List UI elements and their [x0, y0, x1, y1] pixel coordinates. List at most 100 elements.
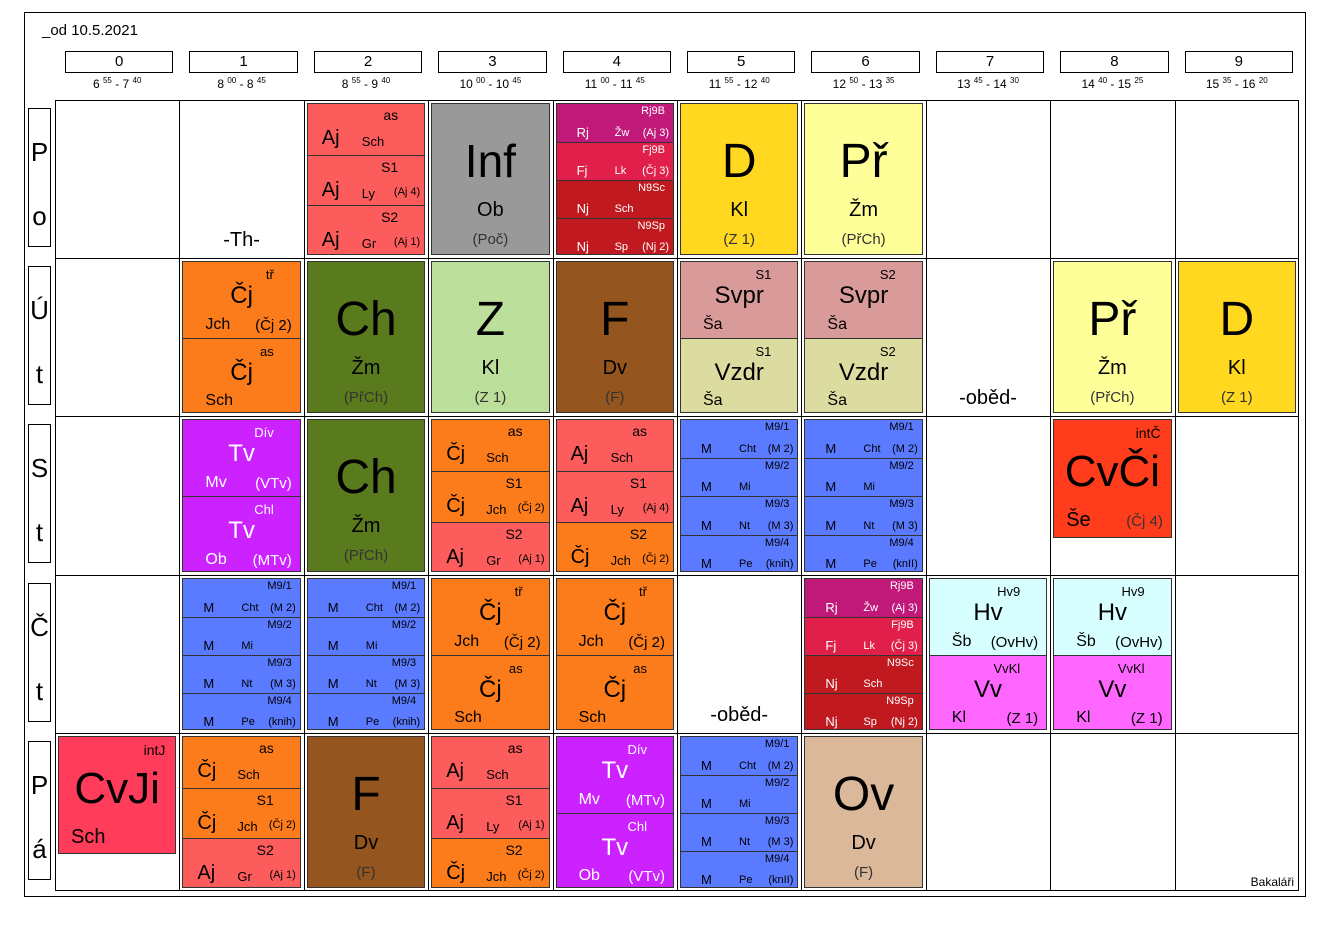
lesson-subgroup[interactable]: N9Sp Nj Sp (Nj 2): [805, 692, 922, 729]
lesson-subgroup[interactable]: M9/4 M Pe (knII): [681, 850, 798, 887]
lesson-cell[interactable]: Rj9B Rj Žw (Aj 3) Fj9B Fj Lk (Čj 3) N9Sc Nj Sch N9S…: [804, 577, 923, 730]
lesson-subgroup[interactable]: as Čj Sch: [183, 736, 300, 788]
lesson-subgroup[interactable]: as Aj Sch: [307, 104, 425, 155]
lesson-subgroup[interactable]: as Čj Sch: [432, 654, 549, 729]
lesson-cell[interactable]: D Kl (Z 1): [1177, 261, 1296, 414]
lesson-cell[interactable]: as Aj Sch S1 Aj Ly (Aj 4) S2 Aj Gr (Aj 1): [306, 103, 426, 256]
lesson-subgroup[interactable]: M9/1 M Cht (M 2): [681, 420, 798, 459]
break-label: -oběd-: [959, 387, 1017, 410]
lesson-subgroup[interactable]: Fj9B Fj Lk (Čj 3): [556, 142, 673, 181]
lesson-subgroup[interactable]: S2 Aj Gr (Aj 1): [432, 521, 549, 571]
lesson-subgroup[interactable]: VvKl Vv Kl (Z 1): [1054, 654, 1171, 729]
lesson-subgroup[interactable]: VvKl Vv Kl (Z 1): [929, 654, 1047, 729]
lesson-cell[interactable]: Dív Tv Mv (MTv) Chl Tv Ob (VTv): [555, 735, 674, 888]
lesson-cell[interactable]: Z Kl (Z 1): [431, 261, 550, 414]
lesson-subgroup[interactable]: M9/1 M Cht (M 2): [805, 420, 922, 459]
lesson-cell[interactable]: Dív Tv Mv (VTv) Chl Tv Ob (MTv): [182, 419, 301, 572]
lesson-subgroup[interactable]: Rj9B Rj Žw (Aj 3): [805, 578, 922, 617]
lesson-cell[interactable]: Ov Dv (F): [804, 735, 923, 888]
lesson-subgroup[interactable]: S2 Svpr Ša: [805, 262, 922, 339]
lesson-subgroup[interactable]: Rj9B Rj Žw (Aj 3): [556, 104, 673, 143]
lesson-cell[interactable]: tř Čj Jch (Čj 2) as Čj Sch: [555, 577, 674, 730]
lesson-subgroup[interactable]: M9/4 M Pe (knII): [805, 534, 922, 571]
lesson-subgroup[interactable]: tř Čj Jch (Čj 2): [556, 578, 673, 655]
lesson-subgroup[interactable]: S2 Čj Jch (Čj 2): [556, 521, 673, 571]
lesson-subgroup[interactable]: S1 Aj Ly (Aj 4): [307, 154, 425, 206]
lesson-subgroup[interactable]: M9/2 M Mi: [183, 616, 300, 655]
lesson-subgroup[interactable]: M9/3 M Nt (M 3): [805, 496, 922, 535]
lesson-subgroup[interactable]: S2 Aj Gr (Aj 1): [183, 838, 300, 887]
lesson-subgroup[interactable]: M9/4 M Pe (knih): [681, 534, 798, 571]
lesson-cell[interactable]: as Aj Sch S1 Aj Ly (Aj 1) S2 Čj Jch (Čj 2): [431, 735, 550, 888]
lesson-subgroup[interactable]: as Aj Sch: [432, 736, 549, 788]
lesson-subgroup[interactable]: S2 Čj Jch (Čj 2): [432, 838, 549, 887]
lesson-cell[interactable]: as Aj Sch S1 Aj Ly (Aj 4) S2 Čj Jch (Čj 2): [555, 419, 674, 572]
lesson-subgroup[interactable]: Chl Tv Ob (VTv): [556, 812, 673, 887]
lesson-subgroup[interactable]: as Čj Sch: [432, 420, 549, 472]
lesson-cell[interactable]: M9/1 M Cht (M 2) M9/2 M Mi M9/3 M Nt (M 3) M9/4 M Pe (…: [680, 419, 799, 572]
lesson-subgroup[interactable]: S1 Vzdr Ša: [681, 338, 798, 413]
lesson-subgroup[interactable]: M9/4 M Pe (knih): [307, 692, 425, 729]
lesson-cell[interactable]: Př Žm (PřCh): [1053, 261, 1172, 414]
lesson-cell[interactable]: F Dv (F): [555, 261, 674, 414]
lesson-cell[interactable]: Ch Žm (PřCh): [306, 419, 426, 572]
lesson-subgroup[interactable]: S2 Vzdr Ša: [805, 338, 922, 413]
teacher-abbrev: Sch: [486, 766, 509, 782]
lesson-subgroup[interactable]: S2 Aj Gr (Aj 1): [307, 205, 425, 255]
lesson-cell[interactable]: M9/1 M Cht (M 2) M9/2 M Mi M9/3 M Nt (M 3) M9/4 M Pe (…: [804, 419, 923, 572]
lesson-cell[interactable]: Hv9 Hv Šb (OvHv) VvKl Vv Kl (Z 1): [928, 577, 1048, 730]
lesson-subgroup[interactable]: N9Sc Nj Sch: [805, 654, 922, 693]
lesson-subgroup[interactable]: as Čj Sch: [183, 338, 300, 413]
row-divider: [55, 416, 1299, 418]
lesson-cell[interactable]: S2 Svpr Ša S2 Vzdr Ša: [804, 261, 923, 414]
lesson-subgroup[interactable]: M9/2 M Mi: [307, 616, 425, 655]
lesson-cell[interactable]: M9/1 M Cht (M 2) M9/2 M Mi M9/3 M Nt (M 3) M9/4 M Pe (…: [680, 735, 799, 888]
lesson-subgroup[interactable]: M9/1 M Cht (M 2): [307, 578, 425, 617]
group-label: M9/2: [267, 618, 292, 631]
lesson-subgroup[interactable]: Dív Tv Mv (MTv): [556, 736, 673, 813]
lesson-subgroup[interactable]: Dív Tv Mv (VTv): [183, 420, 300, 497]
lesson-cell[interactable]: S1 Svpr Ša S1 Vzdr Ša: [680, 261, 799, 414]
lesson-subgroup[interactable]: as Aj Sch: [556, 420, 673, 472]
lesson-subgroup[interactable]: S1 Aj Ly (Aj 1): [432, 787, 549, 839]
lesson-subgroup[interactable]: M9/1 M Cht (M 2): [183, 578, 300, 617]
lesson-subgroup[interactable]: M9/4 M Pe (knih): [183, 692, 300, 729]
lesson-subgroup[interactable]: S1 Svpr Ša: [681, 262, 798, 339]
lesson-subgroup[interactable]: S1 Čj Jch (Čj 2): [183, 787, 300, 839]
lesson-subgroup[interactable]: M9/3 M Nt (M 3): [307, 654, 425, 693]
lesson-cell[interactable]: Rj9B Rj Žw (Aj 3) Fj9B Fj Lk (Čj 3) N9Sc Nj Sch N9S…: [555, 103, 674, 256]
lesson-subgroup[interactable]: M9/3 M Nt (M 3): [681, 812, 798, 851]
lesson-subgroup[interactable]: N9Sc Nj Sch: [556, 180, 673, 219]
subject-abbrev: M: [825, 479, 837, 495]
lesson-cell[interactable]: Hv9 Hv Šb (OvHv) VvKl Vv Kl (Z 1): [1053, 577, 1172, 730]
lesson-cell[interactable]: intJ CvJi Sch: [58, 735, 177, 854]
lesson-subgroup[interactable]: M9/3 M Nt (M 3): [681, 496, 798, 535]
lesson-cell[interactable]: intČ CvČi Še (Čj 4): [1053, 419, 1172, 538]
lesson-cell[interactable]: M9/1 M Cht (M 2) M9/2 M Mi M9/3 M Nt (M 3) M9/4 M Pe (…: [306, 577, 426, 730]
lesson-subgroup[interactable]: M9/2 M Mi: [681, 774, 798, 813]
lesson-cell[interactable]: tř Čj Jch (Čj 2) as Čj Sch: [182, 261, 301, 414]
lesson-cell[interactable]: Př Žm (PřCh): [804, 103, 923, 256]
lesson-cell[interactable]: F Dv (F): [306, 735, 426, 888]
lesson-cell[interactable]: M9/1 M Cht (M 2) M9/2 M Mi M9/3 M Nt (M 3) M9/4 M Pe (…: [182, 577, 301, 730]
lesson-subgroup[interactable]: S1 Aj Ly (Aj 4): [556, 471, 673, 522]
lesson-subgroup[interactable]: Hv9 Hv Šb (OvHv): [929, 578, 1047, 655]
lesson-subgroup[interactable]: Hv9 Hv Šb (OvHv): [1054, 578, 1171, 655]
lesson-subgroup[interactable]: M9/2 M Mi: [805, 458, 922, 497]
lesson-cell[interactable]: as Čj Sch S1 Čj Jch (Čj 2) S2 Aj Gr (Aj 1): [431, 419, 550, 572]
lesson-subgroup[interactable]: as Čj Sch: [556, 654, 673, 729]
lesson-subgroup[interactable]: tř Čj Jch (Čj 2): [432, 578, 549, 655]
lesson-cell[interactable]: D Kl (Z 1): [680, 103, 799, 256]
lesson-subgroup[interactable]: M9/2 M Mi: [681, 458, 798, 497]
lesson-subgroup[interactable]: N9Sp Nj Sp (Nj 2): [556, 218, 673, 255]
lesson-subgroup[interactable]: S1 Čj Jch (Čj 2): [432, 471, 549, 522]
lesson-cell[interactable]: Inf Ob (Poč): [431, 103, 550, 256]
lesson-subgroup[interactable]: M9/1 M Cht (M 2): [681, 736, 798, 775]
lesson-subgroup[interactable]: Fj9B Fj Lk (Čj 3): [805, 616, 922, 655]
lesson-cell[interactable]: as Čj Sch S1 Čj Jch (Čj 2) S2 Aj Gr (Aj 1): [182, 735, 301, 888]
lesson-cell[interactable]: tř Čj Jch (Čj 2) as Čj Sch: [431, 577, 550, 730]
lesson-subgroup[interactable]: tř Čj Jch (Čj 2): [183, 262, 300, 339]
lesson-subgroup[interactable]: Chl Tv Ob (MTv): [183, 496, 300, 571]
lesson-subgroup[interactable]: M9/3 M Nt (M 3): [183, 654, 300, 693]
lesson-cell[interactable]: Ch Žm (PřCh): [306, 261, 426, 414]
